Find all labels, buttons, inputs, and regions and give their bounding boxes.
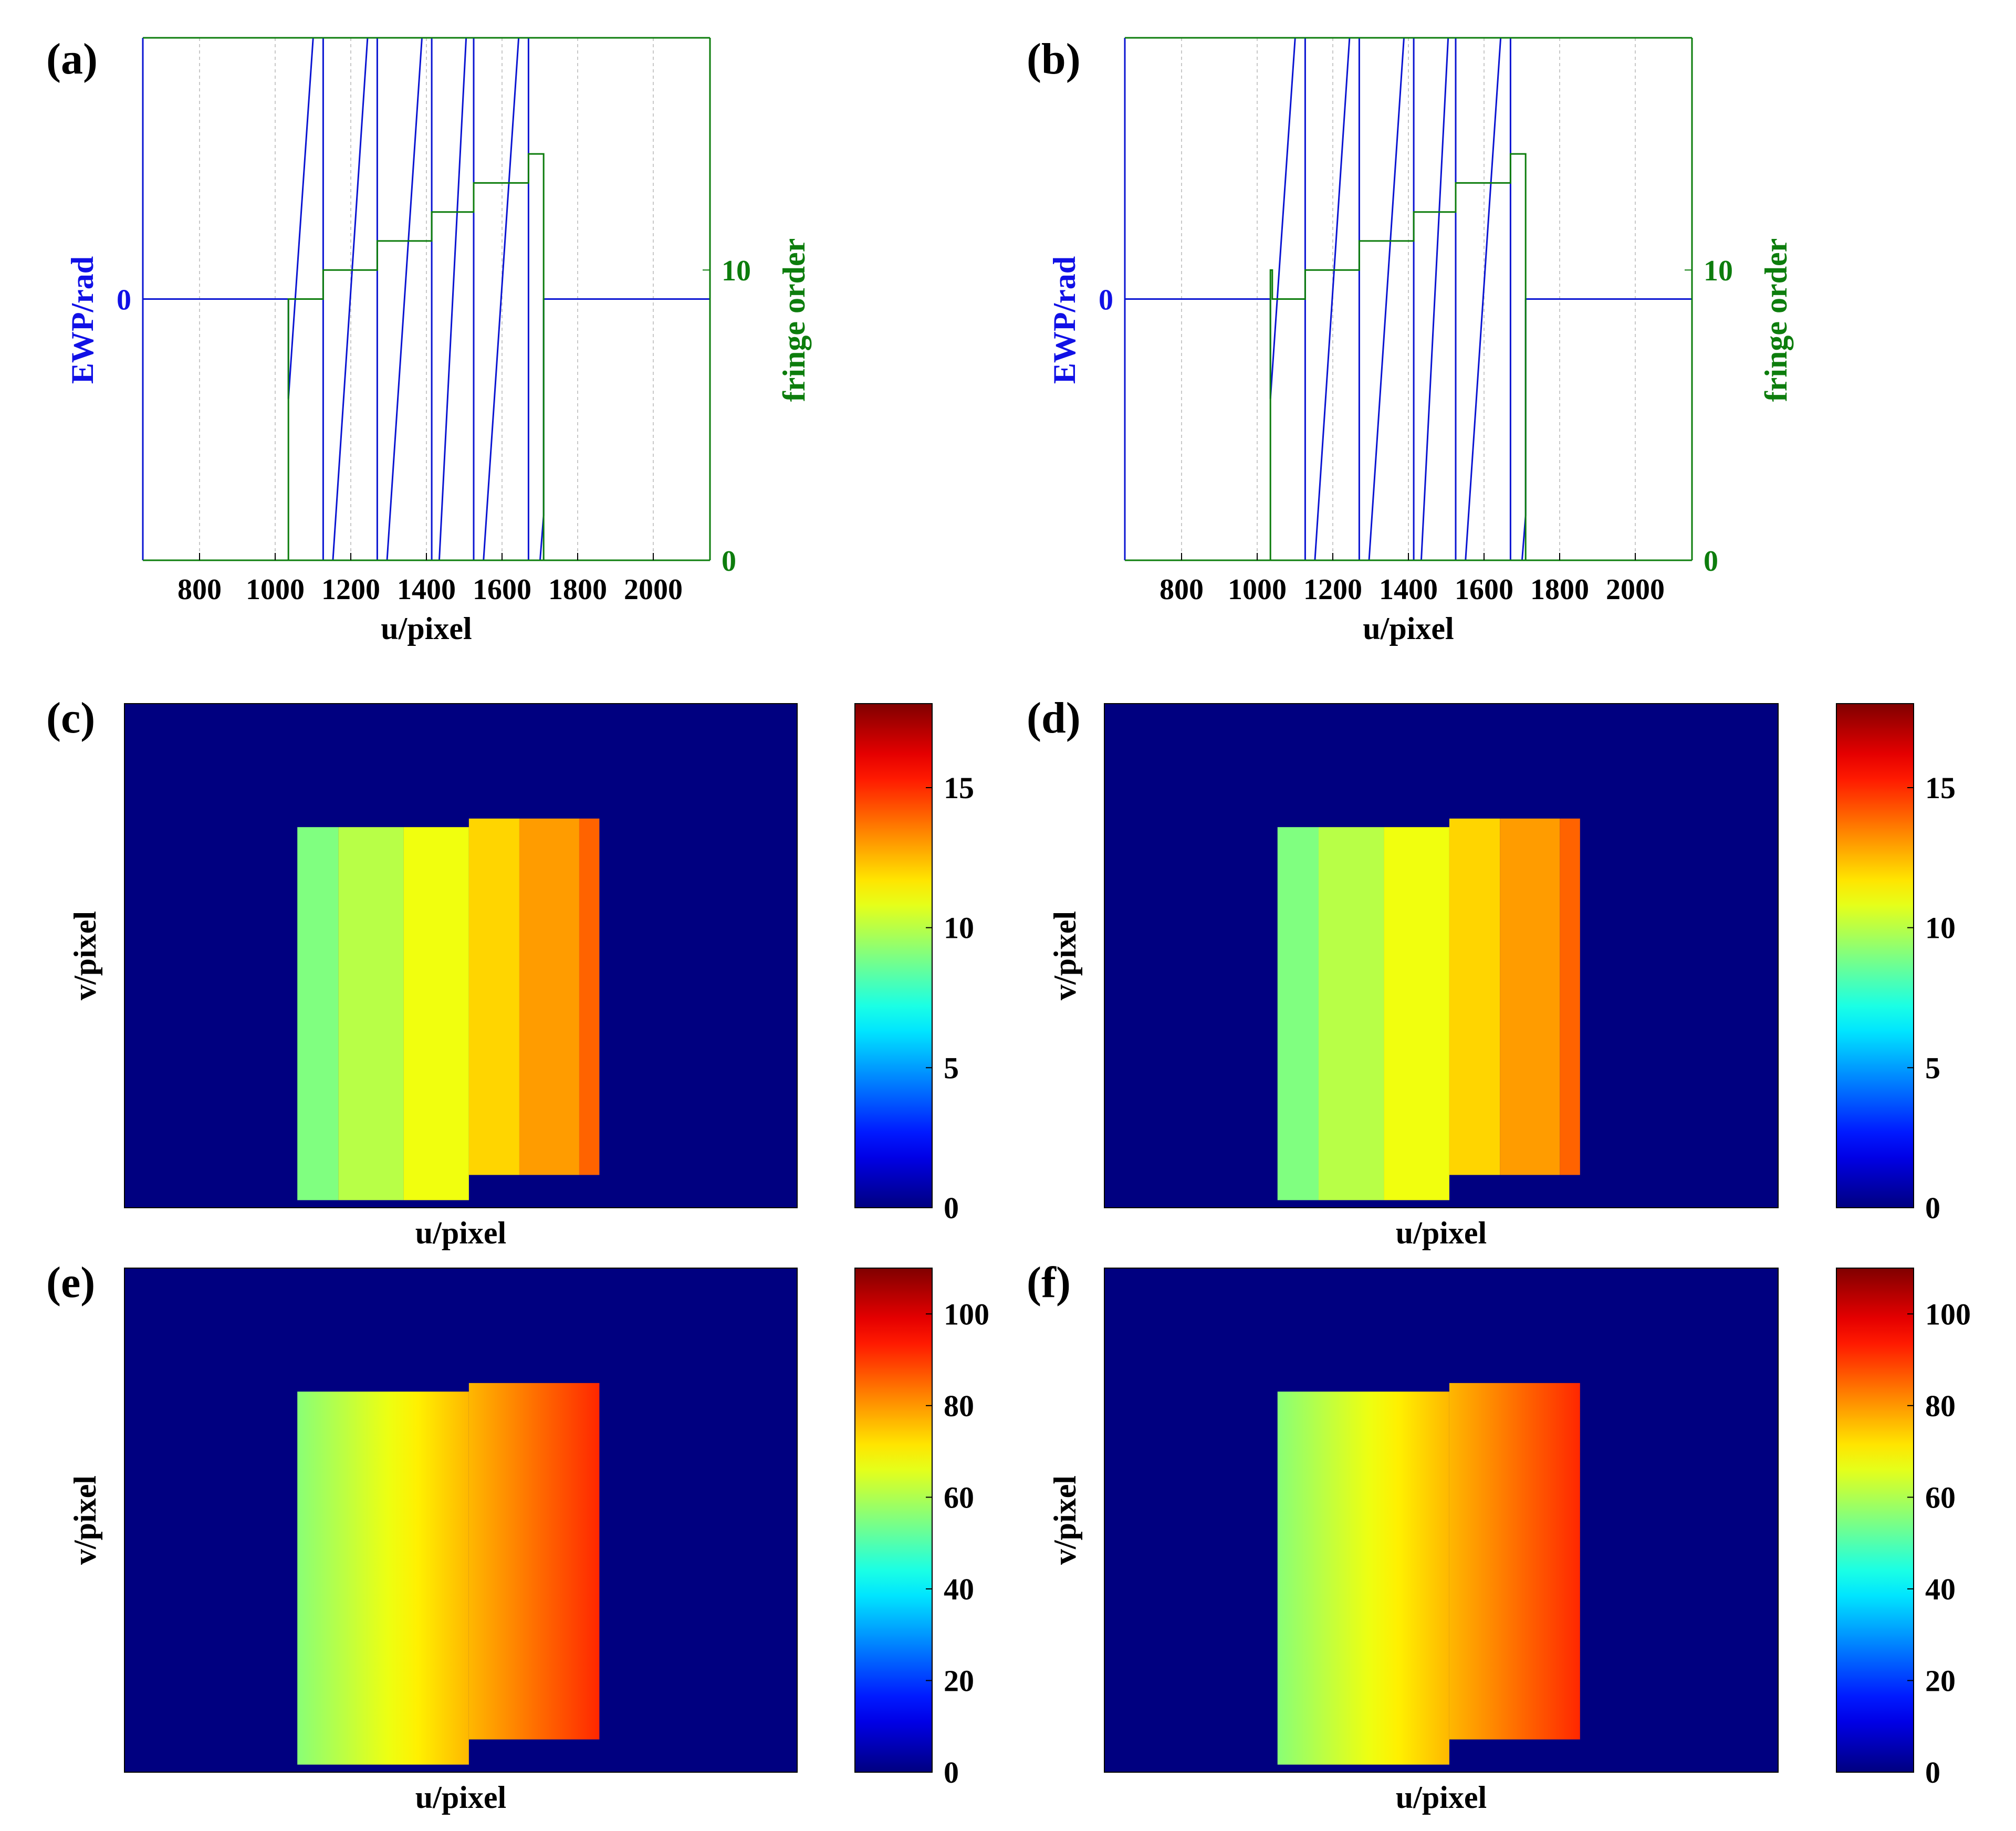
- ewp-series-line: [1125, 38, 1692, 560]
- right-y-tick-label: 0: [722, 545, 736, 578]
- x-tick-label: 1800: [1530, 573, 1589, 606]
- colorbar-tick-label: 10: [944, 911, 974, 945]
- panel-label: (a): [46, 35, 98, 83]
- fringe-band: [519, 818, 579, 1175]
- series-group: [1125, 38, 1692, 560]
- x-tick-label: 1200: [321, 573, 380, 606]
- phase-region-right: [1449, 1383, 1580, 1740]
- colorbar-tick-label: 20: [944, 1663, 974, 1698]
- x-tick-label: 2000: [1606, 573, 1665, 606]
- fringe-band: [468, 818, 519, 1175]
- x-axis-label: u/pixel: [415, 1216, 506, 1250]
- x-tick-label: 1800: [548, 573, 607, 606]
- colorbar: [1836, 703, 1914, 1208]
- colorbar-tick-label: 15: [1925, 771, 1956, 805]
- y-axis-label: v/pixel: [1048, 911, 1082, 1000]
- colorbar-tick-label: 15: [944, 771, 974, 805]
- chart-f: u/pixel v/pixel (f) 0 20 40 60 80 100: [1027, 1258, 1971, 1815]
- y-axis-label: v/pixel: [68, 1476, 102, 1565]
- panel-label: (f): [1027, 1258, 1071, 1307]
- x-axis-label: u/pixel: [381, 611, 472, 646]
- colorbar-tick-label: 100: [1925, 1297, 1971, 1331]
- colorbar-tick-label: 40: [1925, 1572, 1956, 1606]
- phase-region-left: [297, 1391, 469, 1765]
- fringe-band: [403, 827, 469, 1200]
- colorbar-tick-label: 5: [1925, 1051, 1940, 1085]
- fringe-band: [1277, 827, 1319, 1200]
- colorbar-tick-label: 40: [944, 1572, 974, 1606]
- colorbar: [854, 703, 933, 1208]
- colorbar-tick-label: 5: [944, 1051, 959, 1085]
- colorbar-tick-label: 60: [1925, 1480, 1956, 1514]
- map-frame: [1104, 703, 1779, 1208]
- x-tick-label: 1400: [1379, 573, 1438, 606]
- x-axis-label: u/pixel: [415, 1780, 506, 1815]
- x-axis-label: u/pixel: [1396, 1216, 1487, 1250]
- left-y-axis-label: EWP/rad: [65, 256, 100, 384]
- fringe-order-series-line: [143, 153, 710, 560]
- right-y-axis-label: fringe order: [777, 238, 811, 402]
- right-y-tick-label: 0: [1704, 545, 1718, 578]
- fringe-band: [297, 827, 339, 1200]
- map-frame: [124, 703, 798, 1208]
- map-frame: [124, 1268, 798, 1773]
- x-tick-label: 1000: [1228, 573, 1287, 606]
- x-tick-label: 1200: [1303, 573, 1362, 606]
- x-tick-label: 1600: [1455, 573, 1513, 606]
- left-y-tick-label: 0: [117, 284, 131, 317]
- right-y-axis-label: fringe order: [1759, 238, 1793, 402]
- colorbar-tick-label: 0: [1925, 1755, 1940, 1790]
- ewp-series-line: [143, 38, 710, 560]
- left-y-tick-label: 0: [1099, 284, 1113, 317]
- colorbar-tick-label: 60: [944, 1480, 974, 1514]
- x-tick-label: 1400: [397, 573, 456, 606]
- colorbar-tick-label: 0: [944, 1755, 959, 1790]
- colorbar-tick-label: 80: [944, 1389, 974, 1423]
- colorbar-tick-label: 20: [1925, 1663, 1956, 1698]
- phase-region-right: [468, 1383, 600, 1740]
- colorbar-tick-label: 0: [944, 1191, 959, 1225]
- y-axis-label: v/pixel: [1048, 1476, 1082, 1565]
- fringe-band: [1500, 818, 1560, 1175]
- right-y-tick-label: 10: [722, 255, 751, 287]
- fringe-band: [1318, 827, 1384, 1200]
- fringe-band: [1384, 827, 1449, 1200]
- panel-label: (e): [46, 1258, 95, 1307]
- panel-label: (d): [1027, 694, 1081, 742]
- panel-label: (b): [1027, 35, 1081, 83]
- chart-e: u/pixel v/pixel (e) 0 20 40 60 80 100: [46, 1258, 989, 1815]
- series-group: [143, 38, 710, 560]
- colorbar-tick-label: 10: [1925, 911, 1956, 945]
- x-tick-label: 800: [1160, 573, 1204, 606]
- fringe-band: [338, 827, 404, 1200]
- map-frame: [1104, 1268, 1779, 1773]
- chart-b: 800 1000 1200 1400 1600 1800 2000 0 0 10 u/pixel EW…: [1027, 35, 1793, 646]
- chart-c: u/pixel v/pixel (c) 0 5 10 15: [46, 694, 974, 1250]
- colorbar-tick-label: 100: [944, 1297, 989, 1331]
- fringe-band: [579, 818, 600, 1175]
- colorbar: [854, 1268, 933, 1773]
- colorbar-tick-label: 0: [1925, 1191, 1940, 1225]
- panel-label: (c): [46, 694, 95, 742]
- x-tick-label: 2000: [624, 573, 683, 606]
- left-y-axis-label: EWP/rad: [1047, 256, 1082, 384]
- x-tick-label: 1600: [473, 573, 531, 606]
- x-tick-label: 1000: [246, 573, 305, 606]
- x-tick-label: 800: [177, 573, 222, 606]
- chart-a: 800 1000 1200 1400 1600 1800 2000 0 0 10 u/pixel EW…: [46, 35, 811, 646]
- chart-d: u/pixel v/pixel (d) 0 5 10 15: [1027, 694, 1956, 1250]
- phase-region-left: [1277, 1391, 1449, 1765]
- x-axis-label: u/pixel: [1363, 611, 1454, 646]
- y-axis-label: v/pixel: [68, 911, 102, 1000]
- fringe-band: [1560, 818, 1580, 1175]
- colorbar: [1836, 1268, 1914, 1773]
- fringe-order-series-line: [1125, 153, 1692, 560]
- fringe-band: [1449, 818, 1500, 1175]
- x-axis-label: u/pixel: [1396, 1780, 1487, 1815]
- right-y-tick-label: 10: [1704, 255, 1733, 287]
- colorbar-tick-label: 80: [1925, 1389, 1956, 1423]
